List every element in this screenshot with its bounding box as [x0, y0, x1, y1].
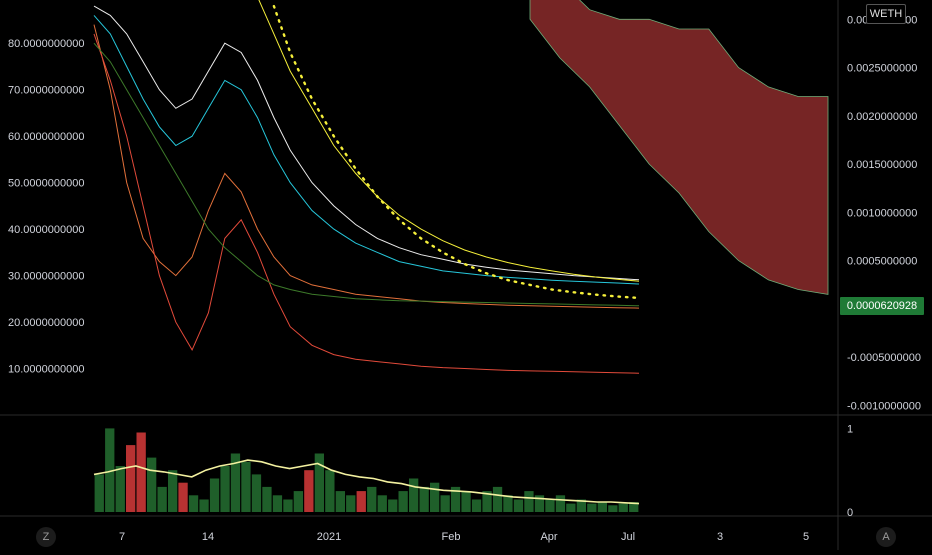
- left-axis-tick-label: 50.0000000000: [8, 178, 84, 190]
- price-series-line-3: [93, 5, 640, 281]
- volume-bar: [409, 478, 419, 512]
- volume-bar: [209, 478, 220, 512]
- zoom-toggle-button[interactable]: Z: [36, 527, 56, 547]
- left-axis-tick-label: 20.0000000000: [8, 317, 84, 329]
- volume-bar: [471, 499, 482, 512]
- volume-bar: [241, 461, 251, 512]
- left-axis-tick-label: 40.0000000000: [8, 224, 84, 236]
- volume-bar: [147, 457, 157, 512]
- left-axis-tick-label: 10.0000000000: [8, 364, 84, 376]
- volume-bar: [356, 491, 366, 512]
- volume-sma-line: [93, 459, 640, 505]
- volume-bar: [335, 491, 345, 512]
- right-axis-tick-label: 0.0015000000: [847, 159, 917, 171]
- x-axis-tick-label: 3: [717, 531, 723, 543]
- left-axis-tick-label: 70.0000000000: [8, 85, 84, 97]
- x-axis-tick-label: Jul: [621, 531, 635, 543]
- x-axis-tick-label: Apr: [540, 531, 557, 543]
- volume-bar: [492, 486, 503, 512]
- x-axis-tick-label: 5: [803, 531, 809, 543]
- right-axis-tick-label: 0.0020000000: [847, 111, 917, 123]
- volume-bar: [367, 486, 377, 512]
- volume-bar: [587, 503, 597, 512]
- volume-bar: [115, 466, 125, 512]
- volume-bar: [566, 503, 576, 512]
- volume-bar: [94, 474, 104, 512]
- price-panel: [93, 0, 829, 374]
- price-series-line-5: [272, 4, 641, 300]
- auto-scale-button[interactable]: A: [876, 527, 896, 547]
- volume-bar: [220, 466, 230, 512]
- volume-bar: [346, 495, 356, 512]
- volume-bar: [168, 470, 178, 512]
- symbol-badge[interactable]: WETH: [866, 4, 906, 24]
- right-axis-tick-label: 0.0010000000: [847, 207, 917, 219]
- right-axis-tick-label: -0.0005000000: [847, 352, 921, 364]
- x-axis-tick-label: 7: [119, 531, 125, 543]
- volume-bar: [629, 502, 639, 512]
- volume-axis-tick-label: 1: [847, 423, 853, 435]
- volume-bar: [597, 502, 607, 512]
- volume-bar: [262, 486, 272, 512]
- left-axis-tick-label: 30.0000000000: [8, 271, 84, 283]
- price-series-line-6: [93, 42, 640, 307]
- volume-bar: [325, 470, 335, 512]
- cloud-area: [529, 0, 829, 295]
- volume-bar: [618, 503, 628, 512]
- volume-bar: [524, 491, 534, 512]
- volume-bar: [576, 499, 586, 512]
- volume-bar: [377, 495, 387, 512]
- last-price-label: 0.0000620928: [840, 297, 924, 315]
- volume-bar: [136, 432, 146, 512]
- volume-bar: [450, 486, 461, 512]
- right-axis-tick-label: 0.0005000000: [847, 256, 917, 268]
- volume-bar: [608, 505, 618, 512]
- volume-bar: [314, 453, 324, 512]
- volume-bar: [105, 428, 115, 512]
- volume-bar: [199, 499, 209, 512]
- volume-bar: [251, 474, 262, 512]
- volume-bar: [440, 495, 450, 512]
- volume-bar: [534, 495, 545, 512]
- x-axis-tick-label: Feb: [442, 531, 461, 543]
- right-axis-tick-label: -0.0010000000: [847, 400, 921, 412]
- volume-bar: [513, 499, 524, 512]
- left-axis-tick-label: 60.0000000000: [8, 131, 84, 143]
- volume-bar: [293, 491, 303, 512]
- price-series-line-1: [93, 33, 640, 374]
- volume-bar: [419, 486, 429, 512]
- volume-panel: [93, 428, 640, 512]
- price-series-line-4: [258, 0, 640, 282]
- volume-bar: [555, 495, 566, 512]
- x-axis-tick-label: 14: [202, 531, 214, 543]
- left-axis-tick-label: 80.0000000000: [8, 38, 84, 50]
- volume-bar: [398, 491, 408, 512]
- price-series-line-0: [93, 24, 640, 309]
- volume-bar: [188, 495, 199, 512]
- volume-bar: [482, 491, 492, 512]
- volume-bar: [157, 486, 167, 512]
- volume-bar: [230, 453, 241, 512]
- volume-bar: [388, 499, 398, 512]
- volume-bar: [304, 470, 314, 512]
- volume-axis-tick-label: 0: [847, 507, 853, 519]
- volume-bar: [545, 499, 555, 512]
- volume-bar: [126, 445, 136, 512]
- x-axis-tick-label: 2021: [317, 531, 341, 543]
- volume-bar: [178, 482, 188, 512]
- volume-bar: [503, 495, 513, 512]
- volume-bar: [272, 495, 283, 512]
- volume-bar: [430, 482, 440, 512]
- right-axis-tick-label: 0.0025000000: [847, 63, 917, 75]
- price-series-line-2: [93, 15, 640, 285]
- volume-bar: [461, 491, 471, 512]
- volume-bar: [283, 499, 293, 512]
